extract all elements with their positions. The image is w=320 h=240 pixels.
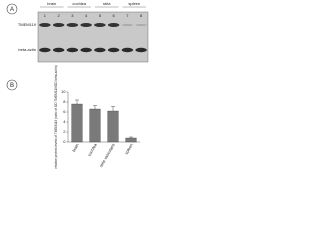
band <box>107 47 120 53</box>
y-tick-label: 2 <box>63 129 66 134</box>
band <box>80 47 92 53</box>
x-tick-label: cochlea <box>87 142 99 157</box>
band <box>135 47 147 53</box>
bar <box>107 110 119 143</box>
x-tick-label: spleen <box>124 143 134 156</box>
x-tick-label: stria vascularis <box>98 143 116 168</box>
band <box>39 47 51 53</box>
band <box>66 47 79 53</box>
panel-badge <box>6 79 18 91</box>
band <box>107 23 120 27</box>
bar <box>125 137 137 143</box>
lane-number: 1 <box>44 13 47 18</box>
lane-number: 3 <box>71 13 74 18</box>
lane-number: 6 <box>113 13 116 18</box>
y-tick-label: 4 <box>63 119 66 124</box>
blot <box>37 11 149 63</box>
y-tick-label: 0 <box>63 139 66 144</box>
tissue-label: stria <box>103 1 111 6</box>
band <box>121 47 134 53</box>
error-bar <box>93 105 97 109</box>
band <box>52 23 65 27</box>
band <box>80 23 92 27</box>
lane-number: 4 <box>85 13 88 18</box>
row-label: TMEM119 <box>18 22 37 27</box>
band <box>121 24 134 26</box>
panel-label: B <box>10 83 14 89</box>
error-bar <box>75 99 79 104</box>
bar <box>71 103 83 143</box>
band <box>52 47 65 53</box>
band <box>94 47 106 53</box>
band <box>39 23 51 27</box>
lane-number: 7 <box>126 13 129 18</box>
lane-number: 8 <box>140 13 143 18</box>
lane-number: 2 <box>58 13 61 18</box>
figure: A B brain cochlea stria spleen 1 2 3 4 5 6 7 8 TMEM1… <box>6 1 149 169</box>
y-axis-title: relative protein levels of TMEM119 (rati… <box>54 65 58 168</box>
band <box>135 24 147 26</box>
error-bar <box>111 106 115 111</box>
panel-label: A <box>10 7 14 13</box>
error-bar <box>129 136 133 138</box>
lane-number: 5 <box>99 13 102 18</box>
band <box>66 23 79 27</box>
y-tick-label: 8 <box>63 99 66 104</box>
x-tick-label: brain <box>71 143 80 153</box>
band <box>94 23 106 27</box>
row-label: beta-actin <box>18 47 36 52</box>
bar <box>89 108 101 143</box>
panel-badge <box>6 3 18 15</box>
tissue-label: spleen <box>128 1 140 6</box>
y-tick-label: 10 <box>61 89 66 94</box>
tissue-label: brain <box>47 1 56 6</box>
y-tick-label: 6 <box>63 109 66 114</box>
tissue-label: cochlea <box>72 1 87 6</box>
